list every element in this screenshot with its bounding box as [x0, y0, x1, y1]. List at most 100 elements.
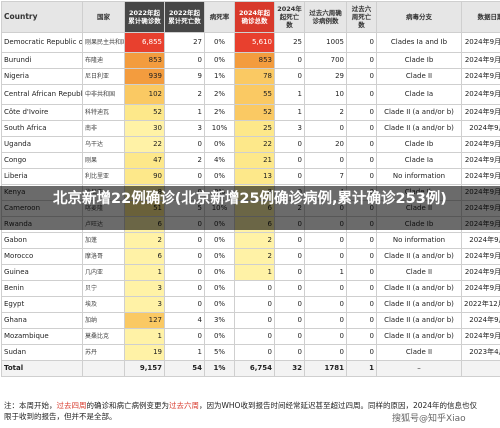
- cell-clade: Clade II: [376, 344, 462, 361]
- cell-clade: Clades Ia and Ib: [376, 32, 462, 53]
- table-row[interactable]: South Africa 南非 30 3 10% 25 3 0 0 Clade II (a and…: [1, 120, 500, 137]
- cell-cases-2022: 853: [124, 52, 165, 69]
- header-name-zh[interactable]: 国家: [82, 1, 125, 33]
- cell-cases-2024: 55: [234, 84, 275, 105]
- header-country[interactable]: Country: [1, 1, 83, 33]
- cell-deaths-6w: 1: [346, 360, 377, 377]
- cell-cfr: 1%: [204, 68, 235, 85]
- cell-deaths-2022: 0: [164, 280, 205, 297]
- cell-data-date: 2024年9月29日: [461, 32, 500, 53]
- footnote-mid-2: ，因为WHO收到报告时间经常延迟甚至超过四周。同样的原因，2024年的信息也仅: [199, 401, 478, 410]
- cell-deaths-6w: 0: [346, 344, 377, 361]
- cell-cases-6w: 0: [304, 312, 347, 329]
- cell-name-zh: 加蓬: [82, 232, 125, 249]
- footnote-highlight-past-six-weeks: 过去六周: [169, 401, 199, 410]
- table-row[interactable]: Morocco 摩洛哥 6 0 0% 2 0 0 0 Clade II (a and/or b) 2…: [1, 248, 500, 265]
- cell-deaths-2022: 1: [164, 104, 205, 121]
- cell-cfr: 0%: [204, 248, 235, 265]
- cell-deaths-2022: 0: [164, 328, 205, 345]
- cell-data-date: 2024年9月1日: [461, 312, 500, 329]
- cell-deaths-6w: 0: [346, 312, 377, 329]
- table-row[interactable]: Democratic Republic of the Congo刚果民主共和国6…: [1, 32, 500, 53]
- cell-cases-2024: 22: [234, 136, 275, 153]
- cell-data-date: 2024年9月29日: [461, 52, 500, 69]
- news-headline[interactable]: 北京新增22例确诊(北京新增25例确诊病例,累计确诊253例): [53, 191, 447, 207]
- header-cases-2024[interactable]: 2024年起确诊总数: [234, 1, 275, 33]
- header-deaths-2024[interactable]: 2024年起死亡数: [274, 1, 305, 33]
- cell-name-zh: 几内亚: [82, 264, 125, 281]
- header-clade[interactable]: 病毒分支: [376, 1, 462, 33]
- cell-cfr: 0%: [204, 52, 235, 69]
- cell-clade: Clade II (a and/or b): [376, 280, 462, 297]
- cell-cases-2024: 5,610: [234, 32, 275, 53]
- cell-cfr: 0%: [204, 280, 235, 297]
- table-row[interactable]: Ghana 加纳 127 4 3% 0 0 0 0 Clade II (a and/or b) 20…: [1, 312, 500, 329]
- table-row[interactable]: Mozambique 莫桑比克 1 0 0% 0 0 0 0 Clade II (a and/or…: [1, 328, 500, 345]
- header-deaths-6w[interactable]: 过去六周死亡数: [346, 1, 377, 33]
- cell-cfr: 0%: [204, 136, 235, 153]
- cell-country: Morocco: [1, 248, 83, 265]
- cell-deaths-2024: 1: [274, 84, 305, 105]
- cell-deaths-6w: 0: [346, 280, 377, 297]
- cell-deaths-6w: 0: [346, 248, 377, 265]
- table-row[interactable]: Benin 贝宁 3 0 0% 0 0 0 0 Clade II (a and/or b) 2024…: [1, 280, 500, 297]
- cell-clade: Clade II (a and/or b): [376, 328, 462, 345]
- cell-deaths-2024: 0: [274, 312, 305, 329]
- header-cases-6w[interactable]: 过去六周确诊病例数: [304, 1, 347, 33]
- cell-deaths-2022: 0: [164, 52, 205, 69]
- cell-deaths-2024: 32: [274, 360, 305, 377]
- cell-deaths-6w: 0: [346, 68, 377, 85]
- header-cases-2022[interactable]: 2022年起累计确诊数: [124, 1, 165, 33]
- cell-country: Uganda: [1, 136, 83, 153]
- cell-cases-2024: 6,754: [234, 360, 275, 377]
- cell-cases-2022: 52: [124, 104, 165, 121]
- cell-cases-2024: 0: [234, 280, 275, 297]
- cell-deaths-2024: 0: [274, 136, 305, 153]
- cell-deaths-2022: 0: [164, 296, 205, 313]
- cell-country: Democratic Republic of the Congo: [1, 32, 83, 53]
- cell-cases-2022: 1: [124, 264, 165, 281]
- header-cfr[interactable]: 病死率: [204, 1, 235, 33]
- cell-country: Guinea: [1, 264, 83, 281]
- cell-clade: Clade II: [376, 68, 462, 85]
- cell-data-date: 2024年9月29日: [461, 280, 500, 297]
- cell-cases-6w: 1781: [304, 360, 347, 377]
- cell-cases-2022: 6: [124, 248, 165, 265]
- table-row[interactable]: Egypt 埃及 3 0 0% 0 0 0 0 Clade II (a and/or b) 2022…: [1, 296, 500, 313]
- cell-cases-6w: 0: [304, 296, 347, 313]
- cell-data-date: 2022年12月18日: [461, 296, 500, 313]
- table-row[interactable]: Liberia 利比里亚 90 0 0% 13 0 7 0 No information 2024年…: [1, 168, 500, 185]
- cell-deaths-6w: 0: [346, 120, 377, 137]
- cell-data-date: 2024年9月29日: [461, 328, 500, 345]
- header-data-date[interactable]: 数据日期: [461, 1, 500, 33]
- table-row[interactable]: Central African Republic 中非共和国 102 2 2% 55 1 10…: [1, 84, 500, 105]
- cell-data-date: 2024年9月22日: [461, 168, 500, 185]
- table-row[interactable]: Côte d'Ivoire 科特迪瓦 52 1 2% 52 1 2 0 Clade II (a a…: [1, 104, 500, 121]
- cell-name-zh: 苏丹: [82, 344, 125, 361]
- cell-cfr: 3%: [204, 312, 235, 329]
- cell-deaths-2024: 0: [274, 344, 305, 361]
- header-deaths-2022[interactable]: 2022年起累计死亡数: [164, 1, 205, 33]
- cell-clade: Clade Ia: [376, 152, 462, 169]
- cell-cases-2024: 0: [234, 296, 275, 313]
- cell-cfr: 0%: [204, 168, 235, 185]
- cell-data-date: 2024年9月29日: [461, 136, 500, 153]
- cell-deaths-2022: 9: [164, 68, 205, 85]
- cell-cases-2024: 0: [234, 312, 275, 329]
- sohu-watermark: 搜狐号@知乎Xiao: [392, 414, 466, 424]
- cell-deaths-2022: 4: [164, 312, 205, 329]
- cell-deaths-2024: 0: [274, 168, 305, 185]
- cell-cfr: 0%: [204, 328, 235, 345]
- cell-name-zh: 中非共和国: [82, 84, 125, 105]
- cell-cases-2024: 2: [234, 232, 275, 249]
- cell-cases-6w: 0: [304, 232, 347, 249]
